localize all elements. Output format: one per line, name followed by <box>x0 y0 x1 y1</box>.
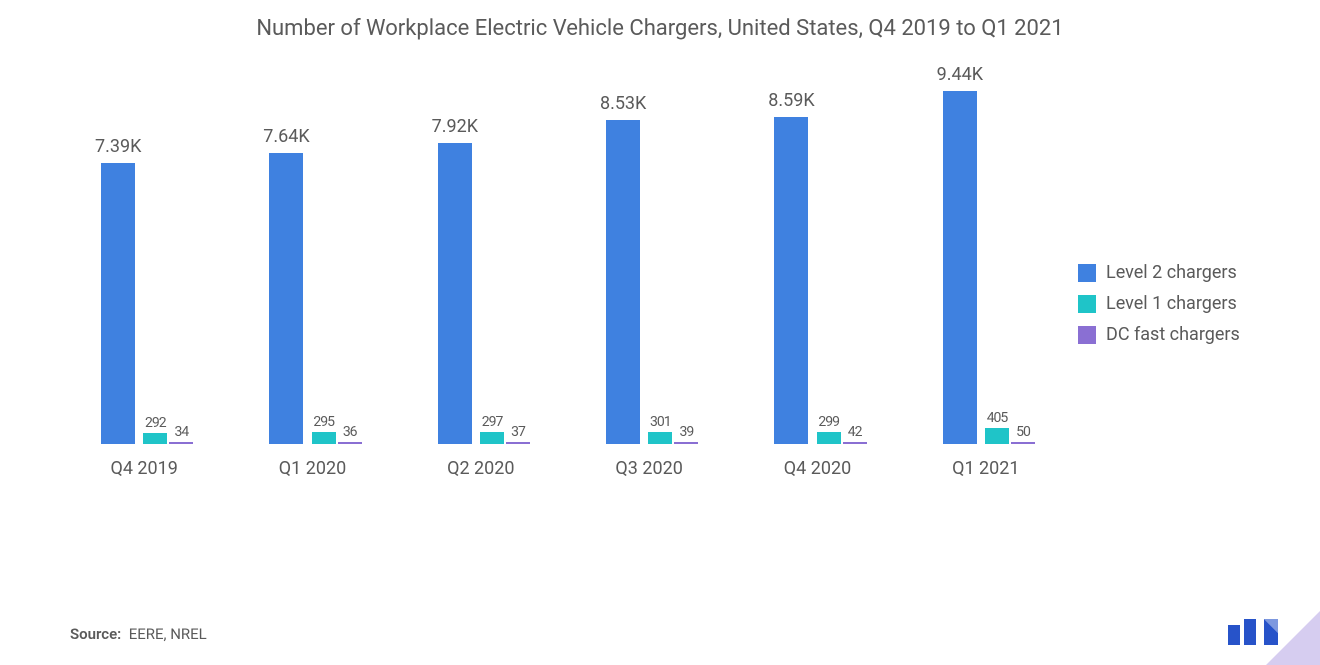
bar <box>312 432 336 443</box>
bar-value-label: 295 <box>313 414 334 430</box>
bar-group: 8.59K 299 42 Q4 2020 <box>733 64 901 544</box>
bar <box>143 433 167 444</box>
bar-value-label: 7.39K <box>95 136 141 157</box>
category-label: Q4 2020 <box>784 458 851 479</box>
source-prefix: Source: <box>70 625 121 643</box>
bar-wrap: 42 <box>843 64 867 444</box>
bar <box>817 432 841 443</box>
bar-value-label: 301 <box>650 414 671 430</box>
legend-swatch <box>1078 295 1096 313</box>
corner-decoration <box>1266 611 1320 665</box>
bar-group: 8.53K 301 39 Q3 2020 <box>565 64 733 544</box>
bar-wrap: 301 <box>648 64 672 444</box>
bar-wrap: 8.59K <box>768 64 814 444</box>
bar-value-label: 297 <box>482 414 503 430</box>
bar <box>943 91 977 444</box>
bar <box>1011 442 1035 444</box>
bar <box>101 163 135 444</box>
bar-wrap: 9.44K <box>937 64 983 444</box>
bar-wrap: 292 <box>143 64 167 444</box>
bar-wrap: 297 <box>480 64 504 444</box>
bar-value-label: 42 <box>848 424 862 440</box>
category-label: Q1 2021 <box>952 458 1019 479</box>
bar-wrap: 34 <box>169 64 193 444</box>
category-label: Q3 2020 <box>615 458 682 479</box>
category-label: Q1 2020 <box>279 458 346 479</box>
legend: Level 2 chargers Level 1 chargers DC fast … <box>1070 64 1320 544</box>
bar-wrap: 405 <box>985 64 1009 444</box>
bar-value-label: 37 <box>511 424 525 440</box>
bar-group: 7.92K 297 37 Q2 2020 <box>397 64 565 544</box>
bar <box>269 153 303 443</box>
bar <box>674 442 698 444</box>
source-text: EERE, NREL <box>129 625 207 643</box>
bar-group-bars: 8.53K 301 39 <box>600 64 698 444</box>
bar <box>338 442 362 444</box>
bar-value-label: 34 <box>174 424 188 440</box>
bar-wrap: 39 <box>674 64 698 444</box>
legend-swatch <box>1078 264 1096 282</box>
legend-item: DC fast chargers <box>1078 324 1320 345</box>
bar-wrap: 36 <box>338 64 362 444</box>
bar-value-label: 9.44K <box>937 64 983 85</box>
legend-item: Level 2 chargers <box>1078 262 1320 283</box>
legend-label: DC fast chargers <box>1106 324 1240 345</box>
category-label: Q2 2020 <box>447 458 514 479</box>
bar-group: 9.44K 405 50 Q1 2021 <box>902 64 1070 544</box>
bar-value-label: 36 <box>343 424 357 440</box>
bar-wrap: 299 <box>817 64 841 444</box>
source-line: Source: EERE, NREL <box>70 625 207 643</box>
bar <box>843 442 867 444</box>
bar-wrap: 50 <box>1011 64 1035 444</box>
bar-group: 7.64K 295 36 Q1 2020 <box>228 64 396 544</box>
bar-group-bars: 9.44K 405 50 <box>937 64 1035 444</box>
bar-wrap: 7.64K <box>263 64 309 444</box>
bar-group-bars: 7.39K 292 34 <box>95 64 193 444</box>
bar-group: 7.39K 292 34 Q4 2019 <box>60 64 228 544</box>
bar <box>648 432 672 443</box>
bar <box>774 117 808 443</box>
bar <box>480 432 504 443</box>
legend-item: Level 1 chargers <box>1078 293 1320 314</box>
bar-wrap: 7.39K <box>95 64 141 444</box>
bar <box>169 442 193 444</box>
bar <box>985 428 1009 443</box>
bar-wrap: 7.92K <box>432 64 478 444</box>
bar-value-label: 299 <box>818 414 839 430</box>
bar-value-label: 7.92K <box>432 116 478 137</box>
bar-value-label: 8.59K <box>768 90 814 111</box>
bar-wrap: 8.53K <box>600 64 646 444</box>
bar-group-bars: 8.59K 299 42 <box>768 64 866 444</box>
legend-label: Level 2 chargers <box>1106 262 1237 283</box>
plot-area: 7.39K 292 34 Q4 2019 7.64K 295 36 Q1 2020 7.92K 2… <box>60 64 1070 544</box>
bar-value-label: 405 <box>987 410 1008 426</box>
bar-value-label: 292 <box>145 415 166 431</box>
chart-title: Number of Workplace Electric Vehicle Cha… <box>0 0 1320 44</box>
bar-value-label: 39 <box>679 424 693 440</box>
bar-wrap: 295 <box>312 64 336 444</box>
bar-group-bars: 7.64K 295 36 <box>263 64 361 444</box>
category-label: Q4 2019 <box>110 458 177 479</box>
bar-value-label: 8.53K <box>600 93 646 114</box>
plot-row: 7.39K 292 34 Q4 2019 7.64K 295 36 Q1 2020 7.92K 2… <box>0 64 1320 544</box>
bar <box>438 143 472 444</box>
legend-swatch <box>1078 326 1096 344</box>
bar <box>606 120 640 444</box>
bar-group-bars: 7.92K 297 37 <box>432 64 530 444</box>
bar <box>506 442 530 444</box>
bar-value-label: 7.64K <box>263 126 309 147</box>
chart-container: Number of Workplace Electric Vehicle Cha… <box>0 0 1320 665</box>
bar-value-label: 50 <box>1016 424 1030 440</box>
bar-wrap: 37 <box>506 64 530 444</box>
legend-label: Level 1 chargers <box>1106 293 1237 314</box>
